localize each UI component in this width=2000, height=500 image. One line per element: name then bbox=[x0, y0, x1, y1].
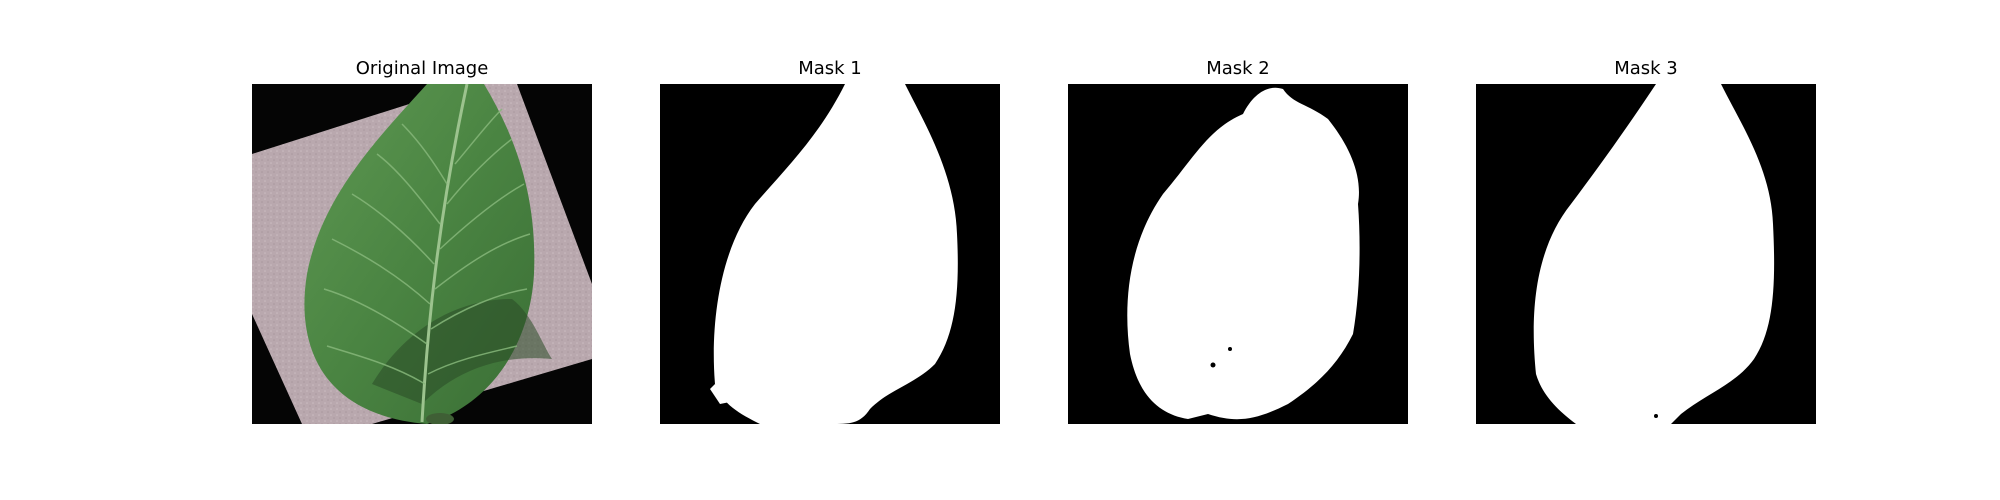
original-leaf-image bbox=[252, 84, 592, 424]
panel-title: Mask 3 bbox=[1614, 58, 1678, 79]
mask-1-image bbox=[660, 84, 1000, 424]
mask-2-image bbox=[1068, 84, 1408, 424]
panel-title: Original Image bbox=[355, 58, 489, 79]
panel-title: Mask 2 bbox=[1206, 58, 1270, 79]
panel-title: Mask 1 bbox=[798, 58, 862, 79]
mask-3-image bbox=[1476, 84, 1816, 424]
